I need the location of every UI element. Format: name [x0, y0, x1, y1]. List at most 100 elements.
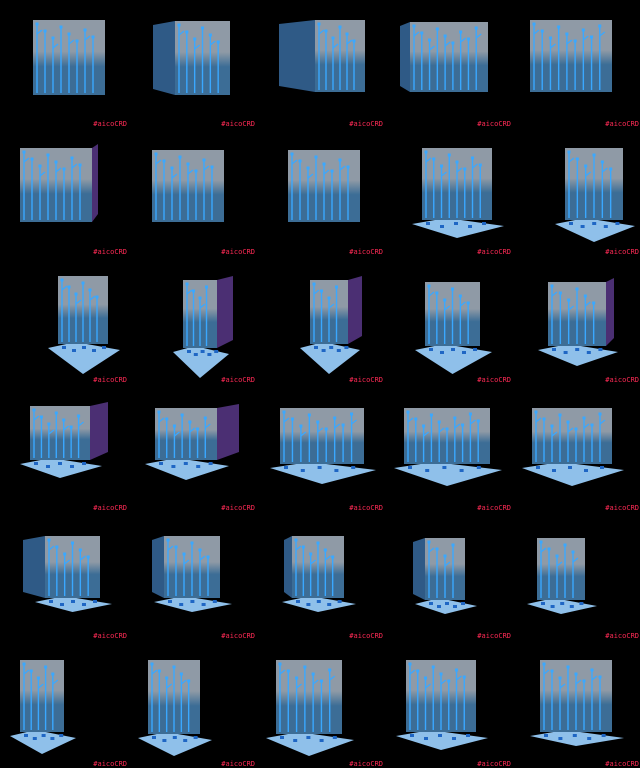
- floor-trace: [550, 605, 555, 608]
- circuit-branch: [209, 40, 216, 46]
- circuit-node: [350, 412, 354, 416]
- circuit-branch: [425, 683, 431, 689]
- circuit-node: [582, 679, 586, 683]
- circuit-node: [539, 540, 543, 544]
- circuit-node: [414, 417, 418, 421]
- floor-trace: [453, 605, 457, 608]
- floor-trace: [193, 736, 198, 739]
- room-sprite: [20, 402, 108, 478]
- circuit-node: [583, 294, 587, 298]
- room-sprite: [145, 404, 239, 480]
- circuit-node: [62, 167, 66, 171]
- room-sprite: [400, 22, 488, 92]
- circuit-branch: [75, 299, 82, 305]
- room-sprite: [279, 20, 365, 92]
- circuit-branch: [187, 169, 194, 175]
- floor-trace: [569, 222, 573, 225]
- floor-panel: [35, 596, 112, 612]
- circuit-node: [22, 150, 26, 154]
- circuit-node: [424, 150, 428, 154]
- circuit-node: [71, 541, 74, 545]
- circuit-branch: [551, 291, 558, 297]
- watermark-label: #aicoCRD: [349, 504, 383, 512]
- floor-trace: [296, 600, 300, 603]
- circuit-node: [30, 157, 34, 161]
- floor-trace: [558, 737, 563, 740]
- circuit-node: [435, 547, 439, 551]
- sprite-frame: #aicoCRD: [384, 256, 512, 384]
- circuit-branch: [428, 547, 435, 553]
- circuit-branch: [166, 683, 173, 689]
- circuit-node: [179, 672, 183, 676]
- circuit-node: [78, 163, 82, 167]
- floor-panel: [282, 596, 356, 612]
- floor-trace: [541, 602, 545, 605]
- circuit-node: [461, 423, 465, 427]
- circuit-node: [32, 408, 36, 412]
- watermark-label: #aicoCRD: [477, 376, 511, 384]
- circuit-node: [550, 424, 554, 428]
- floor-trace: [71, 600, 75, 603]
- watermark-label: #aicoCRD: [93, 248, 127, 256]
- circuit-branch: [23, 157, 30, 163]
- circuit-branch: [78, 421, 84, 427]
- circuit-branch: [167, 545, 174, 551]
- circuit-node: [429, 413, 433, 417]
- circuit-node: [534, 410, 538, 414]
- circuit-node: [331, 555, 335, 559]
- circuit-node: [459, 30, 463, 34]
- circuit-node: [51, 36, 55, 40]
- circuit-node: [566, 665, 570, 669]
- circuit-node: [165, 676, 169, 680]
- circuit-node: [451, 41, 455, 45]
- circuit-node: [157, 669, 161, 673]
- circuit-node: [194, 169, 198, 173]
- circuit-node: [311, 672, 315, 676]
- circuit-branch: [413, 31, 420, 37]
- circuit-branch: [48, 429, 55, 435]
- floor-trace: [584, 469, 588, 472]
- circuit-branch: [441, 171, 447, 177]
- floor-trace: [214, 350, 219, 353]
- floor-trace: [552, 348, 556, 351]
- watermark-label: #aicoCRD: [349, 248, 383, 256]
- circuit-node: [422, 424, 426, 428]
- circuit-node: [74, 292, 78, 296]
- circuit-branch: [204, 423, 211, 429]
- circuit-node: [443, 34, 447, 38]
- floor-panel: [10, 730, 76, 754]
- floor-trace: [179, 603, 184, 606]
- circuit-node: [185, 282, 189, 286]
- circuit-node: [609, 167, 613, 171]
- circuit-node: [324, 29, 328, 33]
- circuit-node: [165, 417, 169, 421]
- circuit-node: [43, 29, 47, 33]
- floor-trace: [586, 351, 591, 354]
- circuit-node: [447, 679, 451, 683]
- circuit-branch: [23, 669, 30, 675]
- circuit-node: [542, 662, 546, 666]
- circuit-node: [574, 672, 578, 676]
- floor-trace: [440, 351, 444, 354]
- circuit-branch: [543, 669, 550, 675]
- circuit-node: [435, 291, 439, 295]
- right-wall-panel: [92, 144, 98, 222]
- circuit-branch: [52, 43, 59, 49]
- floor-panel: [270, 462, 376, 484]
- sprite-frame: #aicoCRD: [128, 256, 256, 384]
- circuit-node: [198, 548, 202, 552]
- room-sprite: [266, 660, 354, 756]
- sprite-frame: #aicoCRD: [384, 0, 512, 128]
- circuit-node: [203, 416, 207, 420]
- circuit-branch: [444, 561, 451, 567]
- circuit-branch: [295, 545, 302, 551]
- floor-trace: [207, 353, 212, 356]
- circuit-branch: [48, 545, 55, 551]
- floor-trace: [82, 462, 86, 465]
- circuit-node: [600, 160, 604, 164]
- floor-trace: [46, 465, 50, 468]
- circuit-branch: [566, 39, 573, 45]
- sprite-frame: #aicoCRD: [512, 384, 640, 512]
- circuit-node: [150, 662, 154, 666]
- floor-trace: [327, 603, 332, 606]
